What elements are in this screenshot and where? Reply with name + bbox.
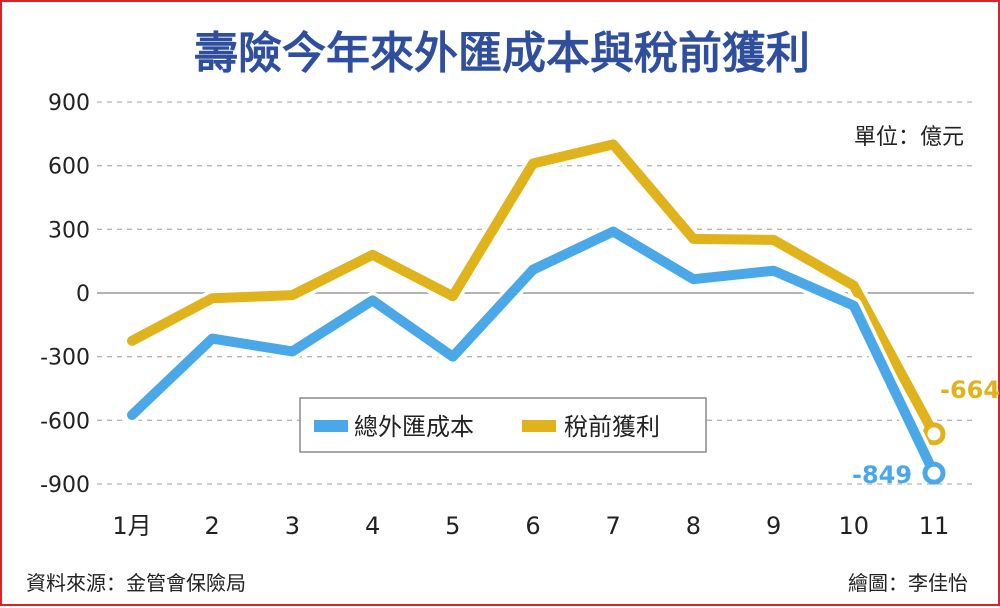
series-lines: -664 -849	[123, 135, 1000, 489]
y-tick-label: 300	[48, 218, 90, 243]
x-tick-label: 4	[365, 512, 380, 540]
legend-label-series-2: 稅前獲利	[564, 413, 660, 441]
x-tick-label: 9	[766, 512, 781, 540]
end-value-label-series-2: -664	[940, 376, 1000, 404]
legend-swatch-series-1	[314, 420, 348, 432]
series-line-1	[127, 226, 939, 479]
x-tick-label: 1月	[112, 512, 151, 540]
y-tick-label: -600	[40, 409, 90, 434]
series-line-2	[127, 139, 939, 439]
unit-label: 單位：億元	[854, 125, 964, 150]
x-tick-label: 2	[205, 512, 220, 540]
x-tick-label: 11	[919, 512, 950, 540]
source-note: 資料來源：金管會保險局	[26, 571, 246, 595]
y-axis: 900 600 300 0 -300 -600 -900	[40, 91, 90, 498]
x-tick-label: 5	[445, 512, 460, 540]
x-tick-label: 3	[285, 512, 300, 540]
y-tick-label: 600	[48, 155, 90, 180]
y-tick-label: -300	[40, 346, 90, 371]
y-tick-label: 0	[76, 282, 90, 307]
x-tick-label: 10	[839, 512, 870, 540]
legend-swatch-series-2	[522, 420, 556, 432]
end-point-marker-series-2	[922, 422, 946, 446]
x-tick-label: 6	[525, 512, 540, 540]
end-value-label-series-1: -849	[852, 461, 912, 489]
legend-label-series-1: 總外匯成本	[354, 413, 474, 441]
legend-box	[299, 397, 707, 453]
x-axis: 1月 2 3 4 5 6 7 8 9 10 11	[112, 512, 949, 540]
end-point-marker-series-1	[922, 461, 946, 485]
x-tick-label: 8	[686, 512, 701, 540]
y-tick-label: 900	[48, 91, 90, 116]
chart-title: 壽險今年來外匯成本與稅前獲利	[194, 28, 810, 79]
x-tick-label: 7	[606, 512, 621, 540]
legend: 總外匯成本 稅前獲利	[299, 397, 707, 453]
y-tick-label: -900	[40, 473, 90, 498]
credit-note: 繪圖：李佳怡	[848, 571, 968, 595]
